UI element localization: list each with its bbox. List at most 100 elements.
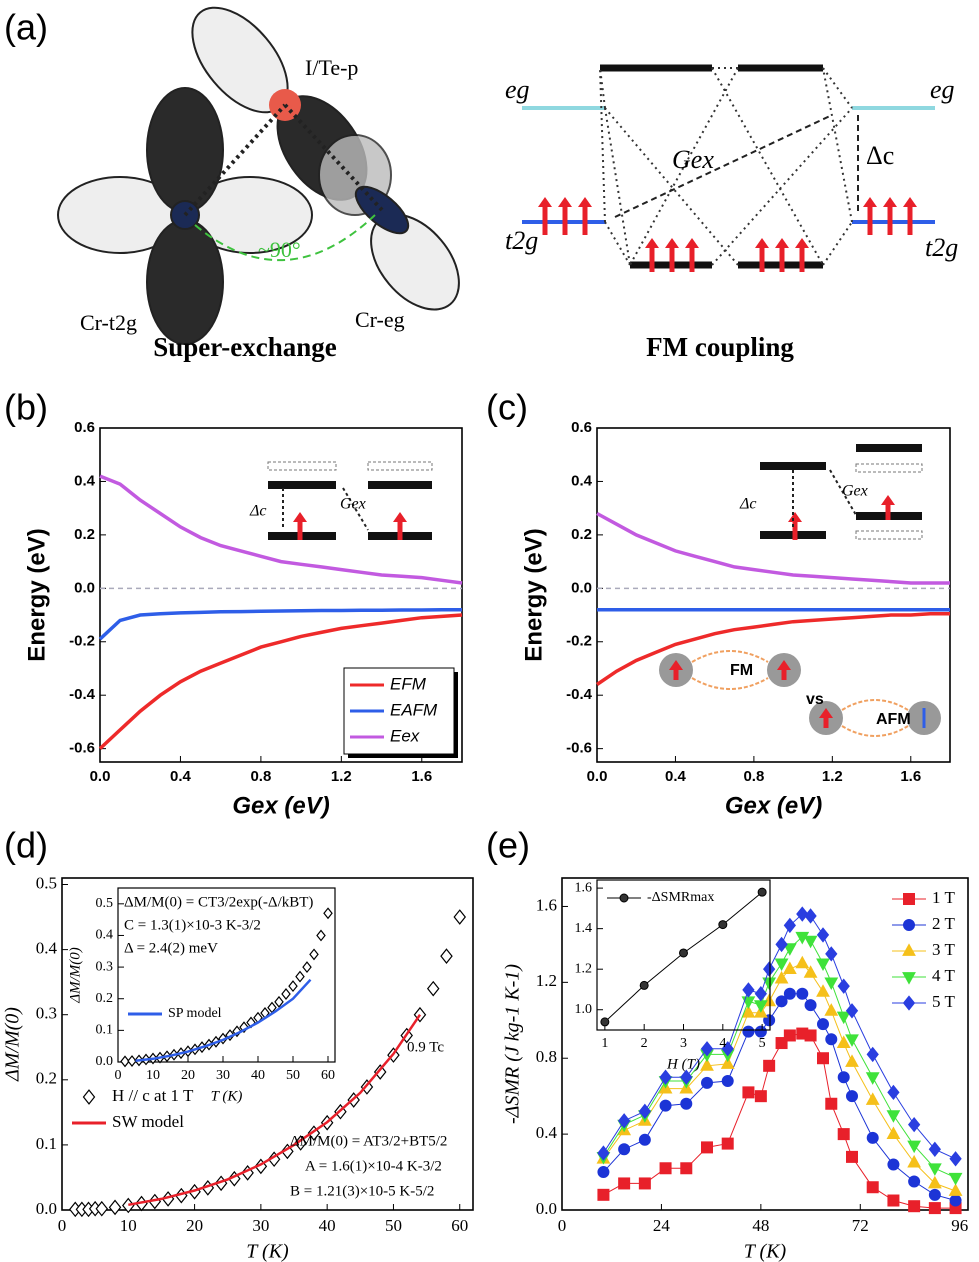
x-tick-label: 40 — [251, 1068, 265, 1083]
marker — [619, 893, 629, 903]
spin-arrow-head — [645, 238, 659, 248]
legend-label: -ΔSMRmax — [647, 890, 714, 905]
marker — [907, 1140, 922, 1154]
marker — [426, 980, 440, 997]
y-tick-label: 1.4 — [575, 921, 593, 936]
marker — [902, 943, 916, 956]
y-tick-label: 0.0 — [571, 579, 592, 596]
x-tick-label: 0 — [58, 1216, 67, 1235]
marker — [95, 1200, 109, 1217]
marker — [274, 995, 284, 1008]
marker — [804, 999, 817, 1012]
marker — [796, 987, 809, 1000]
marker — [836, 1011, 851, 1025]
x-tick-label: 30 — [216, 1068, 230, 1083]
spin-arrow-head — [777, 660, 791, 670]
y-tick-label: 0.4 — [74, 472, 96, 489]
level-label: t2g — [505, 226, 538, 255]
marker — [281, 988, 291, 1000]
marker — [816, 958, 830, 972]
legend-label: 3 T — [932, 940, 955, 959]
marker — [600, 1017, 610, 1027]
x-tick-label: 2 — [641, 1036, 648, 1051]
angle-arc — [194, 214, 376, 262]
marker — [316, 929, 326, 942]
marker — [638, 1133, 651, 1146]
x-axis-label: T (K) — [744, 1241, 787, 1262]
marker — [817, 1052, 829, 1065]
spin-arrow-head — [393, 512, 407, 522]
plot-frame — [561, 877, 969, 1211]
marker — [638, 1103, 651, 1120]
series-line — [99, 474, 463, 585]
delta-label: Δc — [866, 141, 894, 170]
marker — [908, 1200, 921, 1213]
marker — [638, 1177, 651, 1190]
legend-label: H // c at 1 T — [112, 1086, 194, 1105]
y-axis-label: Energy (eV) — [520, 528, 547, 661]
y-tick-label: -0.2 — [69, 633, 95, 650]
legend-label: SW model — [112, 1112, 184, 1131]
y-tick-label: 1.6 — [575, 880, 593, 895]
x-tick-label: 1.2 — [822, 768, 843, 785]
annotation: ΔM/M(0) = CT3/2exp(-Δ/kBT) — [124, 894, 313, 910]
y-tick-label: 0.0 — [36, 1199, 57, 1218]
marker — [837, 978, 850, 994]
spin-arrow-head — [755, 238, 769, 248]
marker — [659, 1162, 672, 1175]
y-tick-label: 0.0 — [74, 579, 95, 596]
marker — [742, 1086, 755, 1099]
legend-label: 2 T — [932, 914, 955, 933]
y-tick-label: 0.0 — [96, 1054, 114, 1069]
spin-arrow-head — [558, 197, 572, 207]
y-tick-label: 1.0 — [575, 1002, 593, 1017]
series-line — [596, 511, 950, 585]
legend-label: EAFM — [390, 700, 438, 719]
x-tick-label: 0.4 — [170, 768, 192, 785]
marker — [948, 1172, 963, 1186]
x-tick-label: 72 — [852, 1216, 869, 1235]
x-tick-label: 20 — [186, 1216, 203, 1235]
legend-label: SP model — [168, 1006, 222, 1021]
marker — [742, 982, 755, 998]
series-line — [596, 611, 950, 686]
x-tick-label: 4 — [719, 1036, 726, 1051]
marker — [866, 1181, 879, 1194]
marker — [949, 1194, 962, 1207]
y-tick-label: 0.2 — [96, 991, 114, 1006]
y-tick-label: 0.1 — [96, 1023, 114, 1038]
x-tick-label: 60 — [451, 1216, 468, 1235]
level-label: eg — [930, 75, 955, 104]
marker — [720, 1056, 735, 1069]
marker — [774, 958, 789, 972]
y-tick-label: 0.5 — [96, 896, 114, 911]
x-tick-label: 30 — [252, 1216, 269, 1235]
x-tick-label: 0 — [558, 1216, 567, 1235]
legend-label: Eex — [390, 726, 420, 745]
marker — [763, 1059, 776, 1072]
annotation: 0.9 Tc — [407, 1039, 444, 1055]
panel-label: (b) — [4, 387, 48, 428]
y-axis-label: ΔM/M(0) — [67, 947, 83, 1003]
spin-arrow-head — [788, 512, 802, 522]
marker — [866, 1131, 879, 1144]
x-tick-label: 1.6 — [900, 768, 921, 785]
lobe — [146, 87, 224, 213]
y-tick-label: -0.2 — [566, 633, 592, 650]
spin-arrow-head — [775, 238, 789, 248]
y-tick-label: 0.4 — [96, 928, 114, 943]
y-axis-label: ΔM/M(0) — [2, 1007, 24, 1082]
marker — [82, 1089, 96, 1105]
y-tick-label: 0.5 — [36, 873, 57, 892]
marker — [742, 1025, 755, 1038]
marker — [618, 1143, 631, 1156]
marker — [865, 1072, 880, 1085]
y-tick-label: 0.2 — [74, 526, 95, 543]
marker — [659, 1069, 672, 1085]
level — [368, 481, 432, 489]
marker — [679, 948, 688, 958]
orbital-label: Cr-eg — [355, 307, 405, 332]
marker — [323, 907, 333, 920]
marker — [887, 1194, 900, 1207]
